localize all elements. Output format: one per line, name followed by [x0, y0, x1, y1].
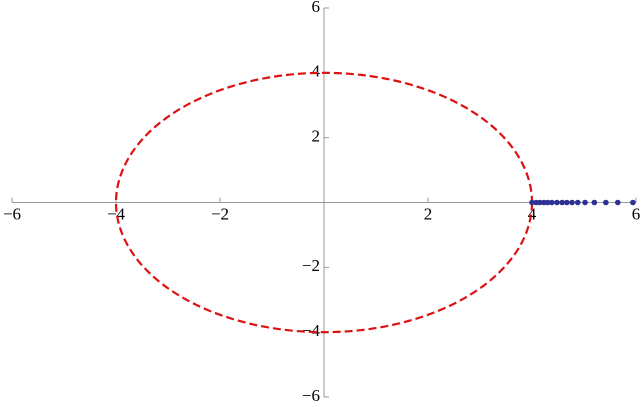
point	[591, 199, 598, 206]
point	[564, 199, 570, 206]
y-tick-label: 4	[312, 62, 321, 81]
y-tick-label: 2	[312, 127, 321, 146]
point	[574, 199, 581, 206]
x-tick-label: −6	[3, 204, 21, 223]
y-tick-label: −6	[302, 386, 320, 405]
y-tick-label: 6	[312, 0, 321, 16]
x-tick-label: −2	[211, 204, 229, 223]
x-tick-label: 4	[528, 204, 537, 223]
point	[582, 199, 588, 206]
point	[544, 199, 551, 206]
point	[537, 199, 543, 206]
point	[615, 199, 621, 206]
x-tick-label: 6	[632, 204, 641, 223]
point	[603, 199, 609, 206]
point	[630, 199, 636, 206]
y-tick-label: −2	[302, 256, 320, 275]
point	[548, 199, 555, 206]
x-tick-label: 2	[424, 204, 433, 223]
point	[554, 199, 560, 206]
y-tick-label: −4	[302, 321, 321, 340]
point	[559, 199, 565, 206]
point	[529, 199, 535, 206]
x-tick-label: −4	[107, 204, 126, 223]
point	[569, 199, 575, 206]
